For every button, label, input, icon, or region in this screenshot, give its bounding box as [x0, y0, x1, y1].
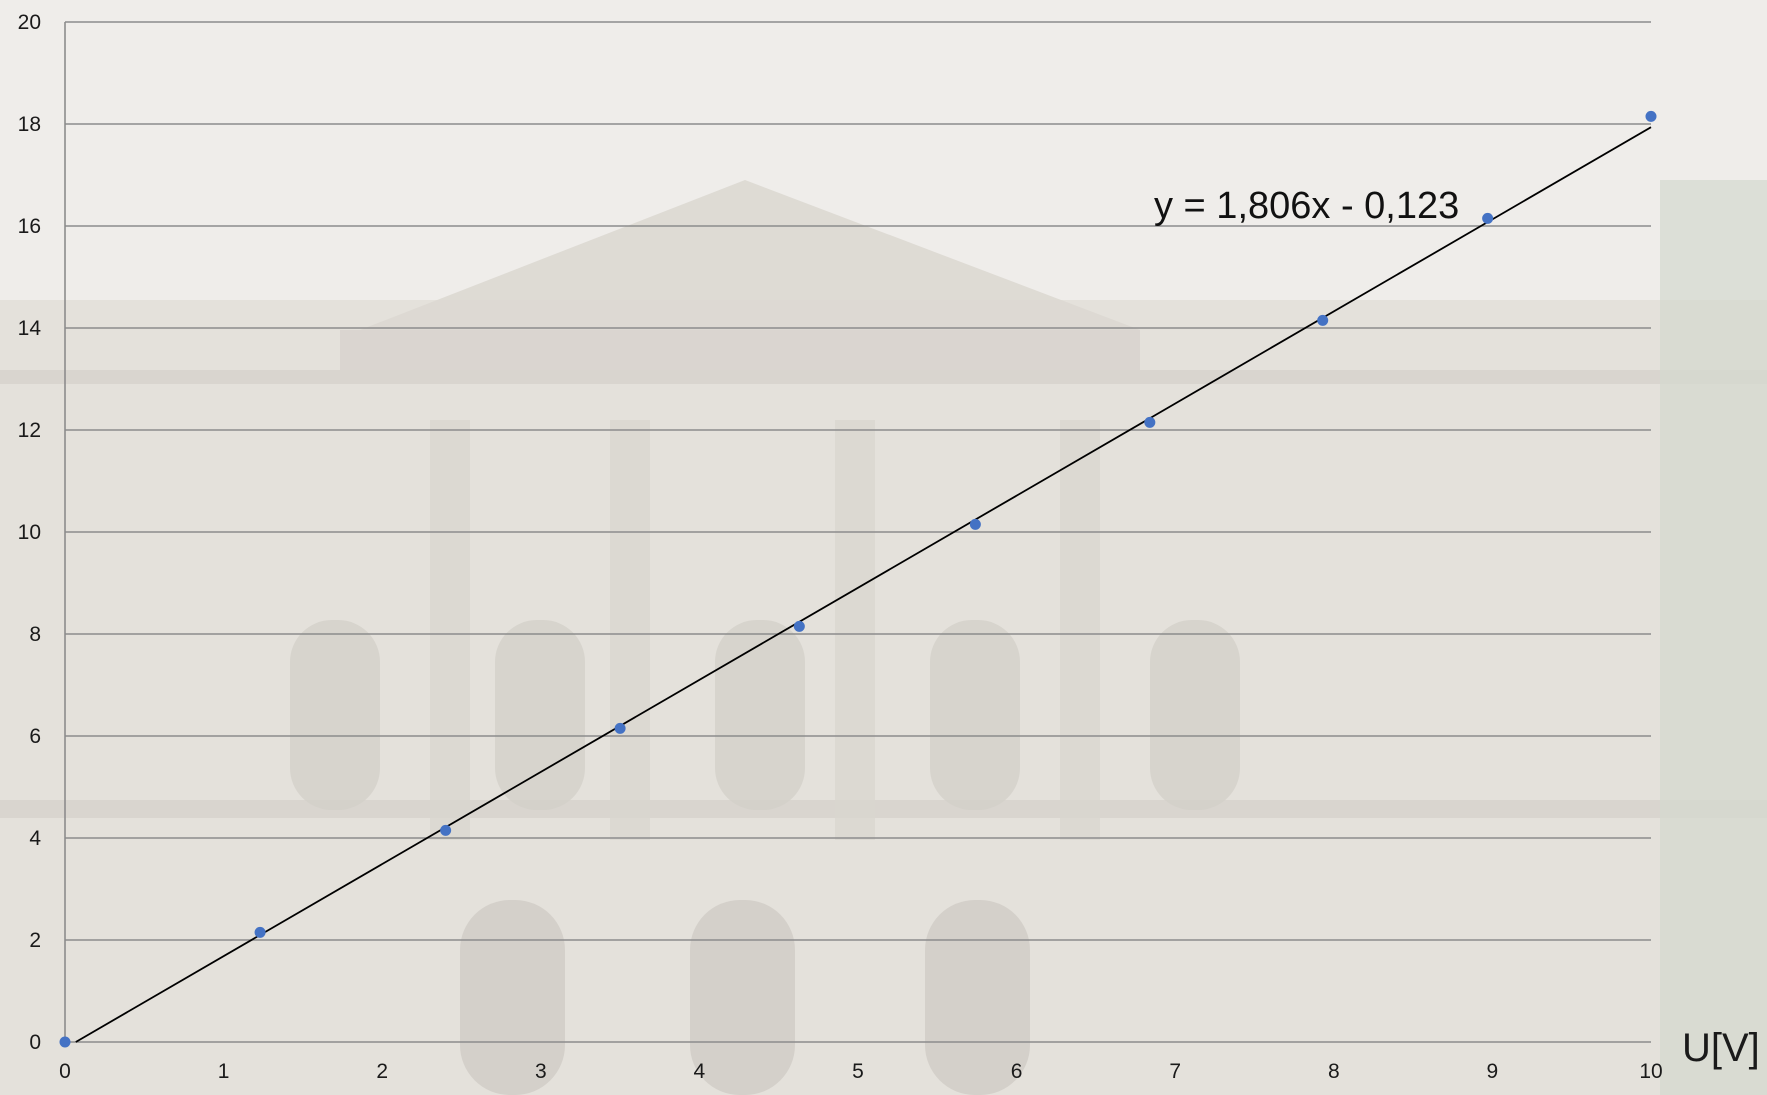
- x-tick-label: 2: [376, 1060, 388, 1083]
- data-point: [793, 620, 805, 632]
- data-point: [1144, 416, 1156, 428]
- data-point: [969, 518, 981, 530]
- x-tick-label: 9: [1487, 1060, 1499, 1083]
- data-point: [1645, 110, 1657, 122]
- x-tick-label: 4: [694, 1060, 706, 1083]
- data-points: [59, 110, 1657, 1048]
- y-tick-label: 4: [29, 827, 41, 850]
- x-tick-label: 3: [535, 1060, 547, 1083]
- y-tick-label: 12: [18, 419, 41, 442]
- x-tick-label: 10: [1639, 1060, 1662, 1083]
- y-tick-label: 16: [18, 215, 41, 238]
- y-tick-label: 0: [29, 1031, 41, 1054]
- data-point: [614, 722, 626, 734]
- y-tick-label: 14: [18, 317, 42, 340]
- y-tick-label: 20: [18, 11, 41, 34]
- x-tick-label: 8: [1328, 1060, 1340, 1083]
- y-tick-label: 6: [29, 725, 41, 748]
- y-tick-label: 18: [18, 113, 41, 136]
- gridlines: [65, 21, 1651, 941]
- x-tick-label: 7: [1169, 1060, 1181, 1083]
- data-point: [59, 1036, 71, 1048]
- axes: [64, 22, 1651, 1043]
- x-tick-label: 1: [218, 1060, 230, 1083]
- x-tick-label: 6: [1011, 1060, 1023, 1083]
- data-point: [1482, 212, 1494, 224]
- data-point: [440, 824, 452, 836]
- trendline: [75, 126, 1652, 1043]
- x-tick-label: 0: [59, 1060, 71, 1083]
- y-tick-label: 2: [29, 929, 41, 952]
- y-tick-label: 10: [18, 521, 41, 544]
- data-point: [254, 926, 266, 938]
- trendline-equation: y = 1,806x - 0,123: [1154, 185, 1459, 227]
- trendline-group: [75, 126, 1652, 1043]
- x-axis-title: U[V]: [1682, 1026, 1760, 1070]
- x-tick-label: 5: [852, 1060, 864, 1083]
- y-tick-label: 8: [29, 623, 41, 646]
- data-point: [1317, 314, 1329, 326]
